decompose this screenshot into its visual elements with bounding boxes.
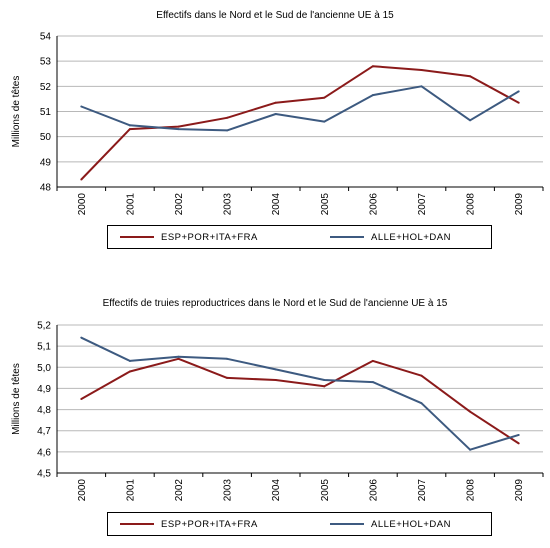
data-point: [517, 433, 520, 436]
data-point: [177, 125, 180, 128]
chart-1-title: Effectifs dans le Nord et le Sud de l'an…: [156, 10, 394, 21]
x-tick-label: 2001: [125, 193, 136, 216]
x-tick-label: 2004: [271, 193, 282, 216]
y-tick-label: 52: [40, 82, 52, 93]
y-tick-label: 5,2: [37, 321, 51, 332]
y-tick-label: 5,0: [37, 363, 51, 374]
x-tick-label: 2006: [368, 193, 379, 216]
legend-entry-series-2: ALLE+HOL+DAN: [330, 513, 451, 535]
data-point: [128, 370, 131, 373]
data-point: [371, 94, 374, 97]
data-point: [274, 368, 277, 371]
data-point: [371, 381, 374, 384]
data-point: [274, 378, 277, 381]
series-line-1: [80, 357, 520, 445]
data-point: [469, 448, 472, 451]
data-point: [274, 101, 277, 104]
y-tick-label: 4,5: [37, 469, 51, 480]
data-point: [323, 378, 326, 381]
x-tick-label: 2005: [320, 193, 331, 216]
chart-1-plot: 48 49 50 51 52 53 54 2000 2001 2002 2003 2004 2005 20…: [11, 32, 544, 216]
x-tick-label: 2000: [77, 193, 88, 216]
x-tick-label: 2008: [466, 193, 477, 216]
legend-entry-series-1: ESP+POR+ITA+FRA: [120, 226, 258, 248]
data-point: [517, 101, 520, 104]
y-tick-label: 48: [40, 183, 52, 194]
legend-entry-series-1: ESP+POR+ITA+FRA: [120, 513, 258, 535]
y-tick-label: 4,7: [37, 426, 51, 437]
data-point: [226, 376, 229, 379]
data-point: [517, 90, 520, 93]
data-point: [323, 120, 326, 123]
y-axis-label: Millions de têtes: [11, 76, 22, 148]
x-tick-label: 2006: [368, 479, 379, 502]
chart-1-legend: ESP+POR+ITA+FRA ALLE+HOL+DAN: [107, 225, 492, 249]
legend-label-series-1: ESP+POR+ITA+FRA: [161, 518, 258, 530]
data-point: [469, 75, 472, 78]
data-point: [469, 119, 472, 122]
x-tick-label: 2004: [271, 479, 282, 502]
legend-swatch-series-2: [330, 523, 364, 525]
legend-label-series-2: ALLE+HOL+DAN: [371, 231, 451, 243]
data-point: [420, 68, 423, 71]
x-tick-label: 2009: [514, 193, 525, 216]
data-point: [226, 129, 229, 132]
legend-label-series-1: ESP+POR+ITA+FRA: [161, 231, 258, 243]
data-point: [323, 96, 326, 99]
data-point: [274, 113, 277, 116]
chart-2-plot: 4,5 4,6 4,7 4,8 4,9 5,0 5,1 5,2 2000 2001 2002 2003…: [11, 321, 544, 502]
y-tick-label: 4,8: [37, 405, 51, 416]
x-tick-label: 2002: [174, 479, 185, 502]
x-tick-label: 2008: [466, 479, 477, 502]
data-point: [226, 116, 229, 119]
data-point: [323, 385, 326, 388]
data-point: [80, 398, 83, 400]
y-tick-label: 53: [40, 57, 52, 68]
chart-2-legend: ESP+POR+ITA+FRA ALLE+HOL+DAN: [107, 512, 492, 536]
data-point: [517, 442, 520, 445]
data-point: [371, 65, 374, 68]
y-tick-label: 4,9: [37, 384, 51, 395]
legend-swatch-series-1: [120, 236, 154, 238]
x-tick-label: 2003: [223, 479, 234, 502]
data-point: [128, 128, 131, 131]
data-point: [371, 359, 374, 362]
data-point: [177, 355, 180, 358]
data-point: [420, 402, 423, 405]
data-point: [128, 359, 131, 362]
data-point: [177, 357, 180, 360]
series-line-2: [80, 85, 520, 132]
series-line-1: [80, 65, 520, 181]
legend-label-series-2: ALLE+HOL+DAN: [371, 518, 451, 530]
data-point: [80, 336, 83, 339]
legend-entry-series-2: ALLE+HOL+DAN: [330, 226, 451, 248]
data-point: [177, 128, 180, 131]
y-tick-label: 49: [40, 157, 52, 168]
legend-swatch-series-1: [120, 523, 154, 525]
data-point: [226, 357, 229, 360]
data-point: [469, 410, 472, 413]
y-tick-label: 5,1: [37, 342, 51, 353]
y-axis-label: Millions de têtes: [11, 363, 22, 435]
x-tick-label: 2005: [320, 479, 331, 502]
data-point: [420, 85, 423, 88]
x-tick-label: 2000: [77, 479, 88, 502]
x-tick-label: 2007: [417, 479, 428, 502]
data-point: [80, 105, 83, 108]
y-tick-label: 50: [40, 132, 52, 143]
x-tick-label: 2009: [514, 479, 525, 502]
y-tick-label: 51: [40, 107, 52, 118]
y-tick-label: 4,6: [37, 447, 51, 458]
x-tick-label: 2002: [174, 193, 185, 216]
y-tick-label: 54: [40, 32, 52, 43]
x-tick-label: 2003: [223, 193, 234, 216]
x-tick-label: 2001: [125, 479, 136, 502]
data-point: [80, 178, 83, 181]
data-point: [420, 374, 423, 377]
chart-2-title: Effectifs de truies reproductrices dans …: [102, 298, 448, 309]
legend-swatch-series-2: [330, 236, 364, 238]
data-point: [128, 124, 131, 127]
series-line-2: [80, 336, 519, 451]
x-tick-label: 2007: [417, 193, 428, 216]
